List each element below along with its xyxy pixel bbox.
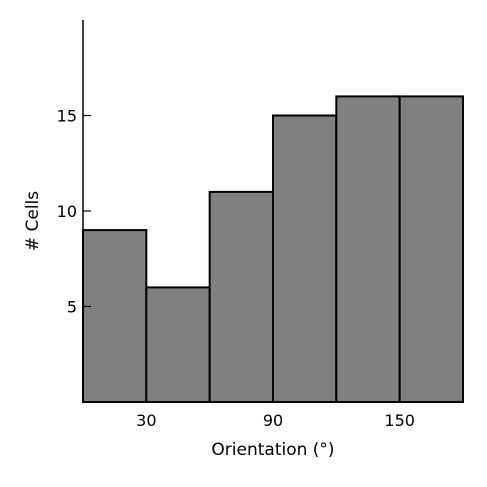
histogram-bar — [145, 286, 211, 403]
ticks-layer: 5 10 15 30 90 150 — [57, 107, 415, 431]
y-tick-label: 15 — [57, 107, 77, 126]
histogram-bar — [82, 229, 148, 403]
y-tick-label: 5 — [67, 298, 77, 317]
x-tick-label: 150 — [384, 411, 415, 430]
histogram-bar — [272, 114, 338, 403]
y-axis-label: # Cells — [23, 191, 43, 251]
x-axis-label: Orientation (°) — [211, 440, 334, 460]
x-tick-label: 90 — [263, 411, 283, 430]
x-tick-label: 30 — [136, 411, 156, 430]
histogram-bar — [335, 95, 401, 404]
histogram-bar — [398, 95, 464, 404]
y-tick-label: 10 — [57, 202, 77, 221]
histogram-bar — [208, 190, 275, 403]
bars-layer — [82, 95, 464, 404]
